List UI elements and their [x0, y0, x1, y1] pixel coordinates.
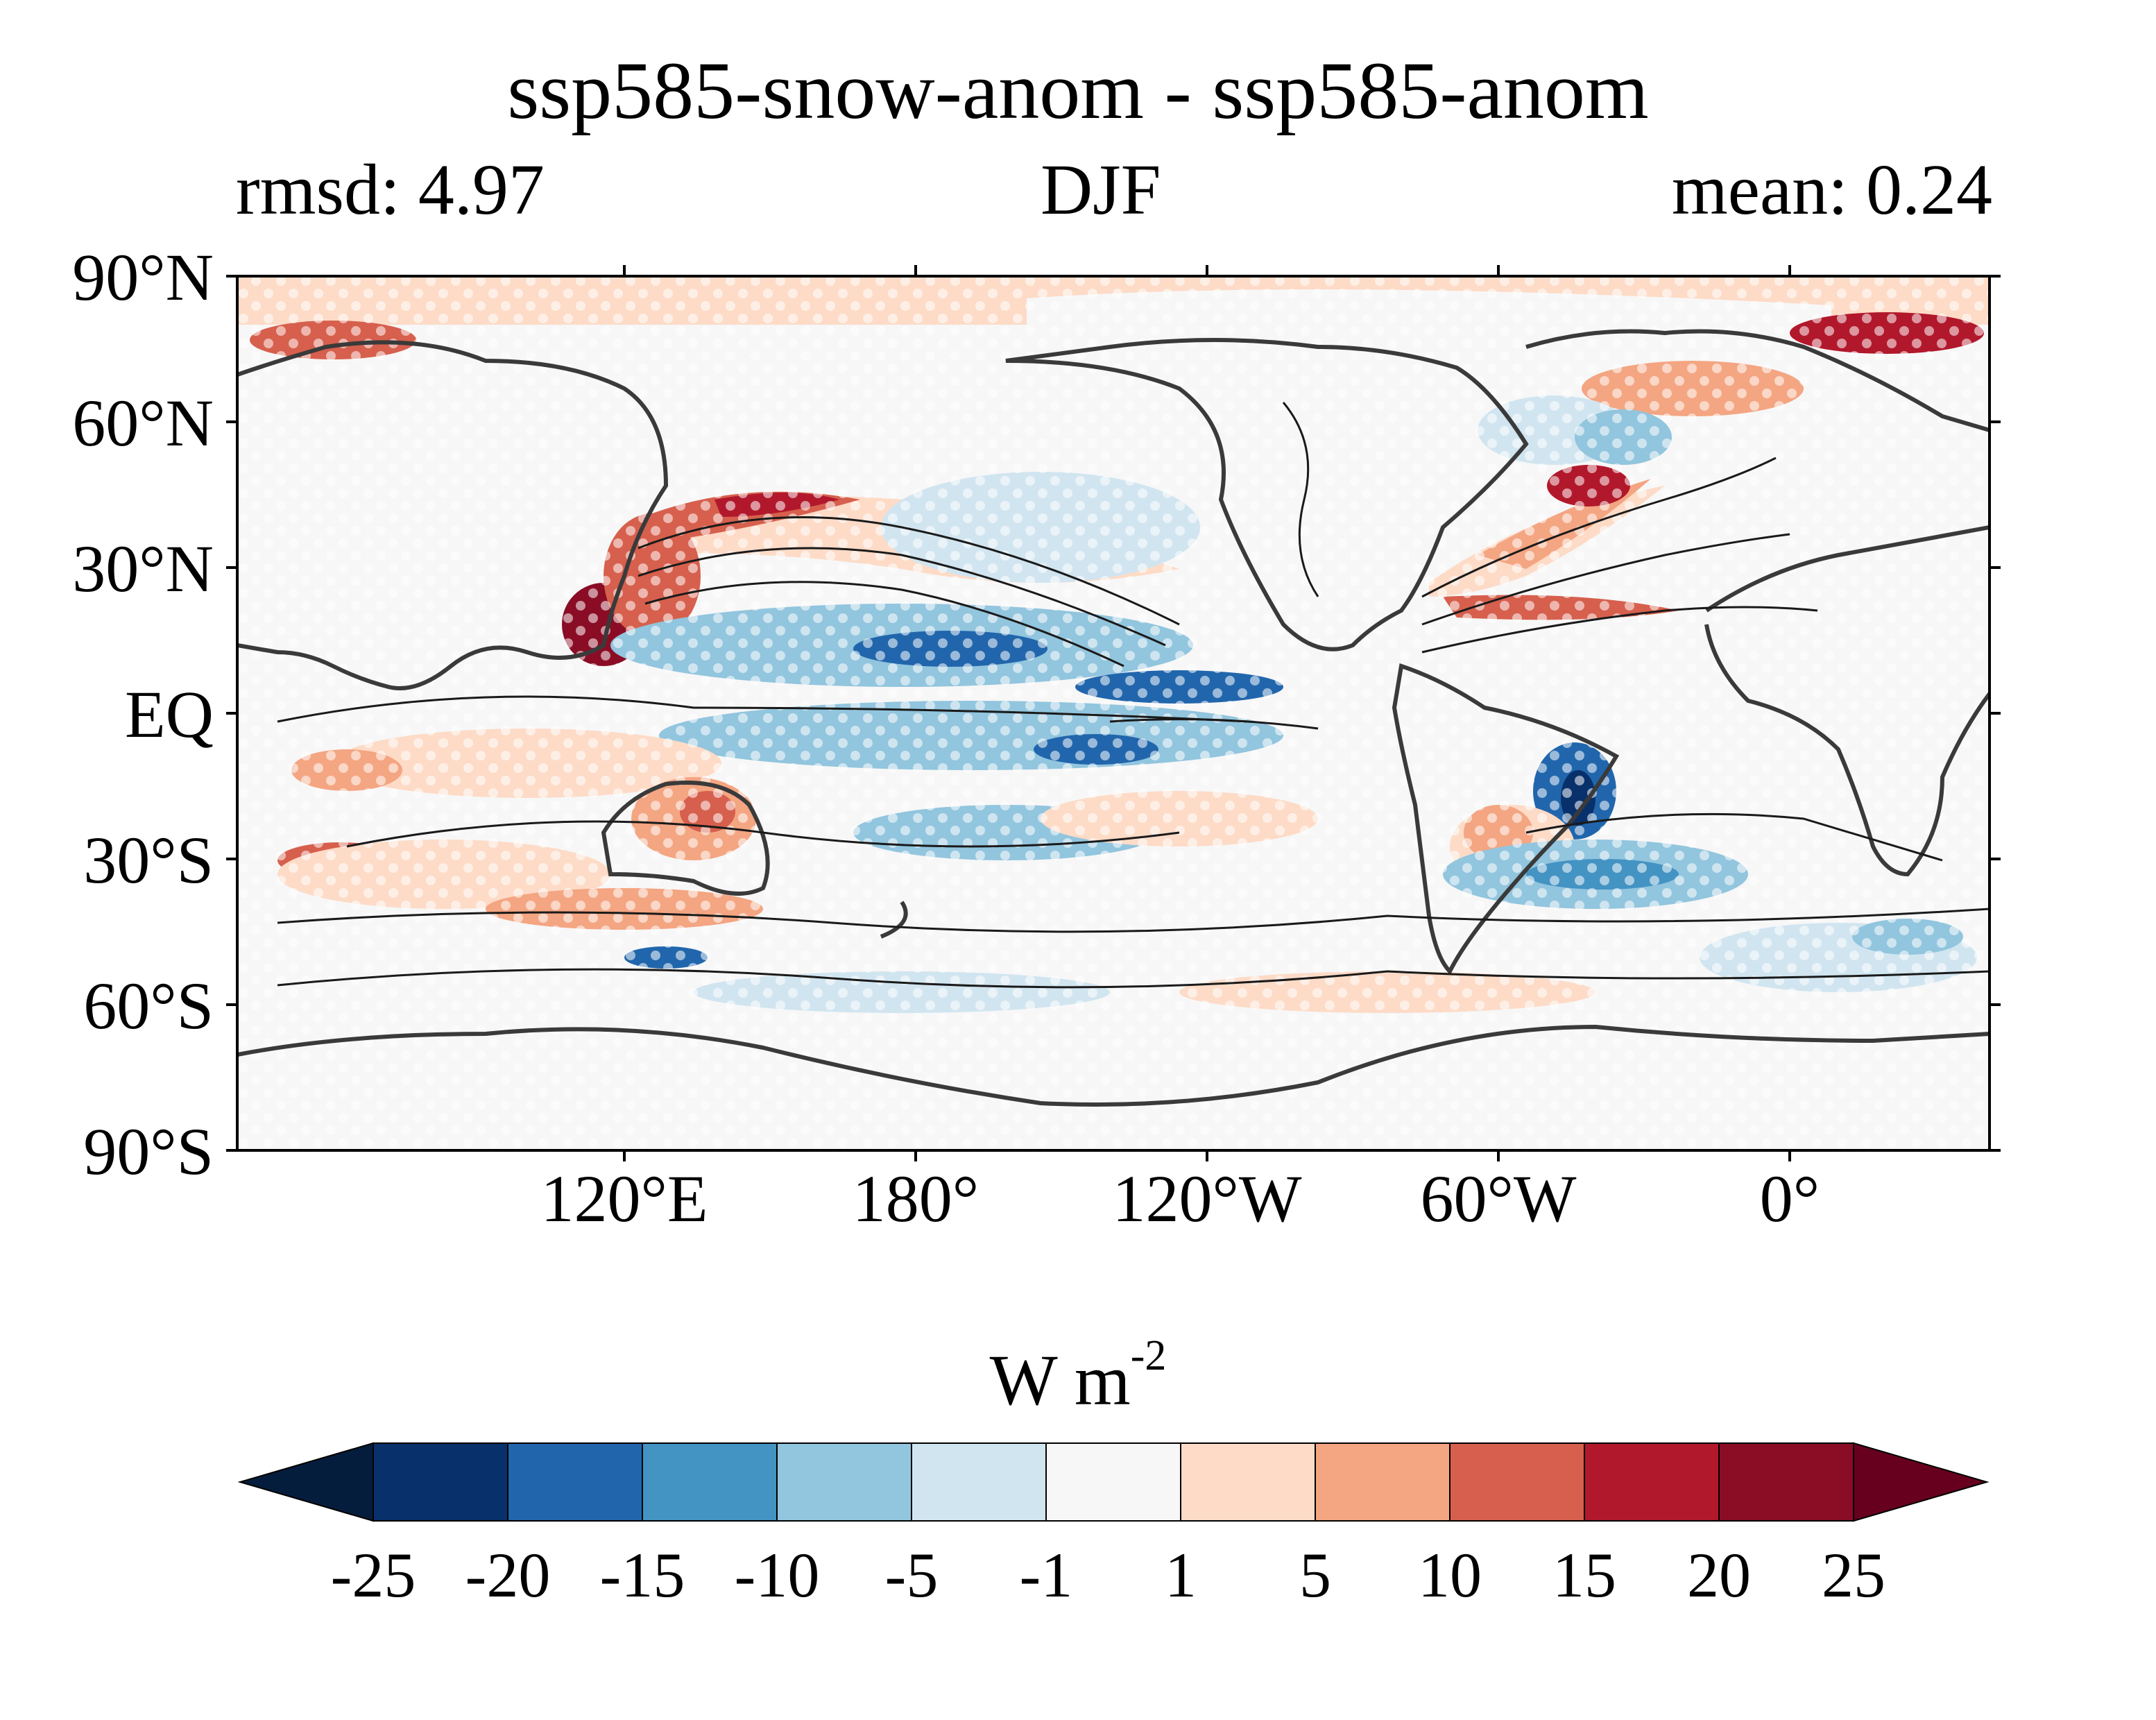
- colorbar-segment: [776, 1442, 912, 1522]
- season-label: DJF: [1041, 150, 1161, 230]
- lon-tick-label: 120°E: [540, 1161, 708, 1236]
- contour-lines: [277, 402, 1990, 989]
- mean-label: mean: 0.24: [1671, 150, 1992, 230]
- lon-tick-label: 60°W: [1420, 1161, 1577, 1236]
- colorbar-segment: [1718, 1442, 1854, 1522]
- colorbar-segment: [373, 1442, 508, 1522]
- colorbar-tick-label: -20: [465, 1540, 551, 1610]
- colorbar-tick-label: -5: [884, 1540, 939, 1610]
- colorbar-segment: [1449, 1442, 1585, 1522]
- lat-tick-label: 60°N: [72, 386, 214, 460]
- lon-tick-label: 0°: [1759, 1161, 1820, 1236]
- colorbar-tick-label: -25: [330, 1540, 416, 1610]
- colorbar-extend-low: [237, 1442, 374, 1522]
- lat-tick-label: 30°N: [72, 531, 214, 606]
- lon-tick-label: 180°: [852, 1161, 979, 1236]
- colorbar-segment: [1180, 1442, 1316, 1522]
- rmsd-label: rmsd: 4.97: [236, 150, 545, 230]
- coastlines: [237, 329, 1990, 1107]
- lat-tick-label: 60°S: [83, 969, 214, 1043]
- lat-tick-marks: [226, 275, 2001, 1152]
- colorbar-tick-label: 10: [1418, 1540, 1482, 1610]
- map-title: ssp585-snow-anom - ssp585-anom: [507, 45, 1649, 136]
- colorbar-segment: [642, 1442, 778, 1522]
- colorbar-segment: [507, 1442, 643, 1522]
- colorbar-extend-high: [1853, 1442, 1990, 1522]
- lat-tick-label: 90°N: [72, 240, 214, 314]
- colorbar: [237, 1442, 1990, 1522]
- colorbar-segment: [1045, 1442, 1181, 1522]
- colorbar-units: W m-2: [989, 1332, 1167, 1420]
- colorbar-tick-label: 20: [1687, 1540, 1751, 1610]
- colorbar-tick-label: -1: [1019, 1540, 1073, 1610]
- anomaly-field: [237, 276, 1990, 1150]
- colorbar-tick-label: 25: [1822, 1540, 1885, 1610]
- lon-tick-label: 120°W: [1112, 1161, 1302, 1236]
- colorbar-tick-label: 15: [1552, 1540, 1616, 1610]
- colorbar-segment: [1315, 1442, 1451, 1522]
- colorbar-tick-label: -15: [599, 1540, 685, 1610]
- colorbar-tick-label: 1: [1165, 1540, 1197, 1610]
- lat-tick-label: 90°S: [83, 1114, 214, 1189]
- colorbar-segment: [911, 1442, 1047, 1522]
- colorbar-segment: [1584, 1442, 1720, 1522]
- colorbar-tick-label: 5: [1299, 1540, 1331, 1610]
- lat-tick-label: EQ: [125, 677, 214, 751]
- colorbar-tick-label: -10: [734, 1540, 820, 1610]
- lat-tick-label: 30°S: [83, 823, 214, 897]
- lon-tick-marks: [623, 265, 1791, 1161]
